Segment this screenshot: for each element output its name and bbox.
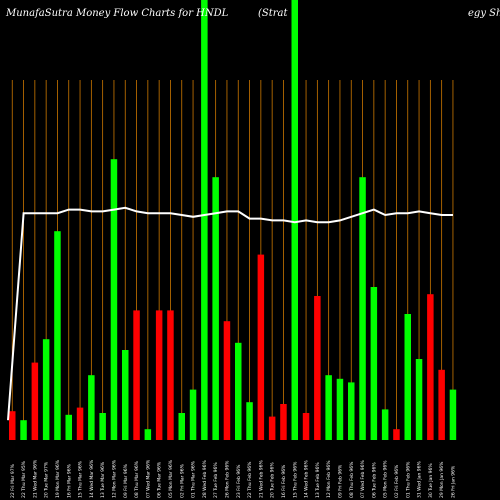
x-tick-label: 01 Thu Mar 96%	[191, 460, 197, 498]
x-tick-label: 22 Thu Feb 96%	[247, 461, 253, 498]
chart-bar	[65, 414, 72, 440]
chart-bar	[54, 231, 61, 440]
chart-bar	[325, 375, 332, 440]
chart-bar	[314, 296, 321, 440]
x-tick-label: 31 Wed Jan 96%	[417, 461, 423, 498]
x-tick-label: 15 Thu Mar 96%	[78, 460, 84, 498]
chart-bar	[246, 402, 253, 440]
chart-bar	[122, 350, 129, 440]
chart-bar	[280, 404, 287, 440]
chart-bar	[178, 413, 185, 440]
chart-bar	[381, 409, 389, 440]
chart-bar	[201, 0, 208, 440]
x-tick-label: 01 Thu Feb 96%	[405, 461, 411, 498]
chart-bar	[133, 310, 140, 440]
chart-line-layer	[7, 206, 453, 421]
x-tick-label: 21 Wed Feb 96%	[258, 459, 264, 498]
chart-title-far-right: egy Sh	[468, 8, 500, 19]
money-flow-line	[7, 206, 453, 421]
x-tick-label: 21 Wed Mar 96%	[32, 459, 38, 498]
chart-bar	[370, 287, 378, 440]
x-tick-label: 26 Fri Jan 96%	[450, 465, 456, 498]
x-tick-label: 29 Mon Jan 96%	[439, 461, 445, 498]
x-tick-label: 09 Fri Feb 96%	[337, 464, 343, 498]
x-tick-label: 28 Wed Feb 96%	[202, 459, 208, 498]
x-tick-label: 14 Wed Feb 96%	[304, 459, 310, 498]
chart-bar	[167, 310, 174, 440]
x-tick-label: 08 Thu Feb 96%	[349, 461, 355, 498]
chart-bar	[404, 314, 411, 440]
x-tick-label: 06 Tue Feb 96%	[371, 462, 377, 498]
chart-bars	[9, 0, 457, 440]
x-tick-label: 12 Mon Mar 96%	[111, 459, 117, 498]
x-tick-label: 20 Tue Feb 96%	[270, 462, 276, 498]
x-tick-label: 07 Wed Mar 96%	[145, 459, 151, 498]
chart-bar	[155, 310, 163, 440]
chart-title-right: (Strat	[258, 8, 289, 19]
chart-bar	[302, 413, 310, 440]
chart-title: MunafaSutra Money Flow Charts for HNDL	[5, 8, 229, 19]
x-tick-label: 13 Tue Mar 96%	[100, 461, 106, 498]
chart-bar	[257, 254, 265, 440]
x-tick-label: 22 Fri Mar 97%	[10, 463, 16, 498]
x-tick-label: 05 Mon Mar 96%	[168, 459, 174, 498]
x-tick-label: 13 Tue Feb 96%	[315, 462, 321, 498]
x-tick-label: 27 Tue Feb 96%	[213, 462, 219, 498]
x-tick-label: 06 Tue Mar 96%	[157, 461, 163, 498]
x-tick-label: 16 Fri Mar 96%	[66, 463, 72, 498]
chart-bar	[9, 411, 16, 440]
chart-x-tick-labels: 22 Fri Mar 97% 22 Thu Mar 95% 21 Wed Mar 9…	[10, 459, 457, 498]
chart-bar	[291, 0, 298, 440]
chart-bar	[99, 413, 106, 440]
x-tick-label: 14 Wed Mar 96%	[89, 459, 95, 498]
chart-bar	[31, 362, 39, 440]
chart-bar	[144, 429, 152, 440]
chart-bar	[235, 342, 242, 440]
chart-bar	[449, 389, 457, 440]
chart-bar	[223, 321, 231, 440]
chart-bar	[359, 177, 366, 440]
x-tick-label: 20 Tue Mar 97%	[44, 461, 50, 498]
chart-bar	[212, 177, 219, 440]
x-tick-label: 15 Thu Feb 96%	[292, 461, 298, 498]
chart-bar	[76, 407, 84, 440]
x-tick-label: 16 Fri Feb 96%	[281, 464, 287, 498]
x-tick-label: 12 Mon Feb 96%	[326, 460, 332, 498]
chart-bar	[42, 339, 50, 440]
x-tick-label: 05 Mon Feb 96%	[383, 460, 389, 498]
x-tick-label: 02 Fri Feb 96%	[394, 464, 400, 498]
x-tick-label: 22 Thu Mar 95%	[21, 460, 27, 498]
chart-gridlines	[11, 80, 454, 440]
chart-bar	[415, 359, 423, 440]
chart-bar	[393, 429, 400, 440]
chart-bar	[110, 159, 118, 440]
chart-bar	[348, 382, 355, 440]
x-tick-label: 23 Fri Feb 96%	[236, 464, 242, 498]
x-tick-label: 08 Thu Mar 96%	[134, 460, 140, 498]
x-tick-label: 19 Mon Mar 96%	[55, 459, 61, 498]
chart-bar	[20, 420, 27, 440]
chart-bar	[268, 416, 276, 440]
x-tick-label: 07 Wed Feb 96%	[360, 459, 366, 498]
chart-bar	[427, 294, 434, 440]
chart-bar	[438, 369, 445, 440]
x-tick-label: 09 Fri Mar 96%	[123, 463, 129, 498]
x-tick-label: 30 Tue Jan 96%	[428, 463, 434, 498]
chart-bar	[336, 378, 344, 440]
x-tick-label: 02 Fri Mar 96%	[179, 463, 185, 498]
chart-bar	[189, 389, 197, 440]
chart-bar	[88, 375, 95, 440]
x-tick-label: 26 Mon Feb 96%	[224, 460, 230, 498]
